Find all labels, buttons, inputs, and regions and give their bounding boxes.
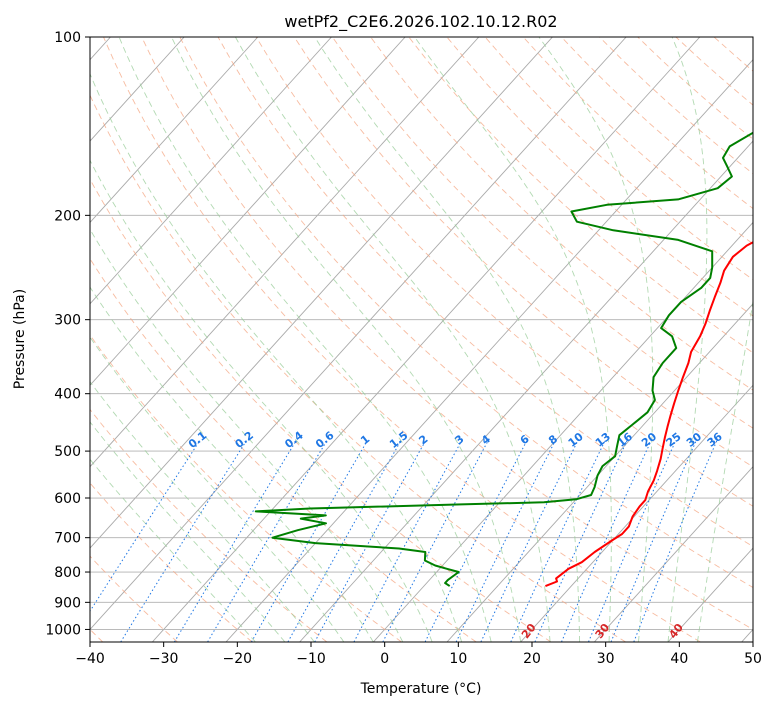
isotherm-line <box>90 37 332 305</box>
background-lines <box>90 37 753 642</box>
dry-adiabat-line <box>90 555 178 642</box>
moist-adiabat-line <box>90 72 463 642</box>
y-tick-label: 100 <box>54 30 81 46</box>
x-tick-label: −40 <box>75 651 105 667</box>
moist-adiabat-line <box>90 380 315 642</box>
mixing-ratio-line <box>610 440 697 642</box>
plot-frame <box>89 36 754 643</box>
moist-adiabat-line <box>118 37 492 642</box>
isotherm-line <box>90 37 185 142</box>
moist-adiabat-line <box>667 37 708 642</box>
mixing-ratio-line <box>455 440 556 642</box>
dry-adiabat-line <box>90 408 328 642</box>
y-tick-label: 800 <box>54 565 81 581</box>
y-tick-label: 1000 <box>45 622 81 638</box>
mixing-ratio-line <box>250 440 368 642</box>
x-tick-label: −30 <box>149 651 179 667</box>
isotherm-line <box>593 465 753 642</box>
mixing-ratio-line <box>534 440 628 642</box>
x-tick-label: 30 <box>597 651 615 667</box>
y-tick-label: 600 <box>54 491 81 507</box>
moist-adiabat-line <box>171 37 522 642</box>
isotherm-line <box>90 37 406 386</box>
isotherm-line <box>90 37 259 224</box>
chart-title: wetPf2_C2E6.2026.102.10.12.R02 <box>284 12 557 32</box>
dry-adiabat-line <box>103 37 701 642</box>
dry-adiabat-line <box>90 257 477 642</box>
moist-adiabat-line <box>90 421 286 642</box>
dry-adiabat-line <box>217 37 753 548</box>
y-tick-label: 200 <box>54 208 81 224</box>
isotherm-line <box>90 37 627 631</box>
y-tick-label: 900 <box>54 595 81 611</box>
y-axis: 100 200 300 400 500 600 700 800 900 1000 <box>45 30 90 638</box>
x-tick-label: 10 <box>449 651 467 667</box>
x-tick-label: 40 <box>670 651 688 667</box>
sounding-series <box>254 131 753 588</box>
isotherm-line <box>90 37 553 549</box>
dry-adiabat-line <box>179 37 753 589</box>
isotherm-line <box>446 303 753 642</box>
isotherm-line <box>225 58 753 642</box>
moist-adiabat-line <box>314 37 581 642</box>
isotherm-line <box>372 221 753 642</box>
mixing-ratio-line <box>287 440 402 642</box>
mixing-ratio-line <box>173 440 297 642</box>
dewpoint-profile-line <box>254 131 753 587</box>
isotherm-line <box>299 140 753 642</box>
x-tick-label: −10 <box>296 651 326 667</box>
moist-adiabat-line <box>90 286 374 642</box>
mixing-ratio-line <box>561 440 652 642</box>
y-tick-label: 700 <box>54 531 81 547</box>
mixing-ratio-line <box>588 440 677 642</box>
isotherm-line <box>151 37 701 642</box>
y-tick-label: 500 <box>54 444 81 460</box>
x-tick-label: 0 <box>380 651 389 667</box>
x-axis-title: Temperature (°C) <box>360 681 482 697</box>
isotherm-line <box>90 37 480 468</box>
moist-adiabat-line <box>696 298 753 642</box>
moist-adiabat-line <box>90 228 404 642</box>
x-tick-label: −20 <box>223 651 253 667</box>
x-tick-label: 20 <box>523 651 541 667</box>
dry-adiabat-line <box>255 37 753 507</box>
moist-adiabat-line <box>90 336 345 642</box>
x-axis: −40 −30 −20 −10 0 10 20 30 40 50 <box>75 642 762 667</box>
moist-adiabat-line <box>90 159 433 642</box>
mixing-ratio-line <box>314 440 427 642</box>
dry-adiabat-line <box>141 37 753 630</box>
moist-adiabat-line <box>414 37 612 642</box>
mixing-ratio-line <box>120 440 247 642</box>
dry-adiabat-line <box>90 482 253 642</box>
mixing-ratio-line <box>207 440 328 642</box>
x-tick-label: 50 <box>744 651 762 667</box>
y-tick-label: 300 <box>54 313 81 329</box>
mixing-ratio-line <box>90 440 201 613</box>
dry-adiabat-line <box>446 37 753 317</box>
y-axis-title: Pressure (hPa) <box>12 289 28 389</box>
moist-adiabat-line <box>235 37 551 642</box>
moist-adiabat-line <box>90 458 256 642</box>
mixing-ratio-line <box>424 440 528 642</box>
dry-adiabat-line <box>90 178 552 642</box>
mixing-ratio-line <box>353 440 463 642</box>
temperature-profile-line <box>545 241 753 588</box>
y-tick-label: 400 <box>54 387 81 403</box>
